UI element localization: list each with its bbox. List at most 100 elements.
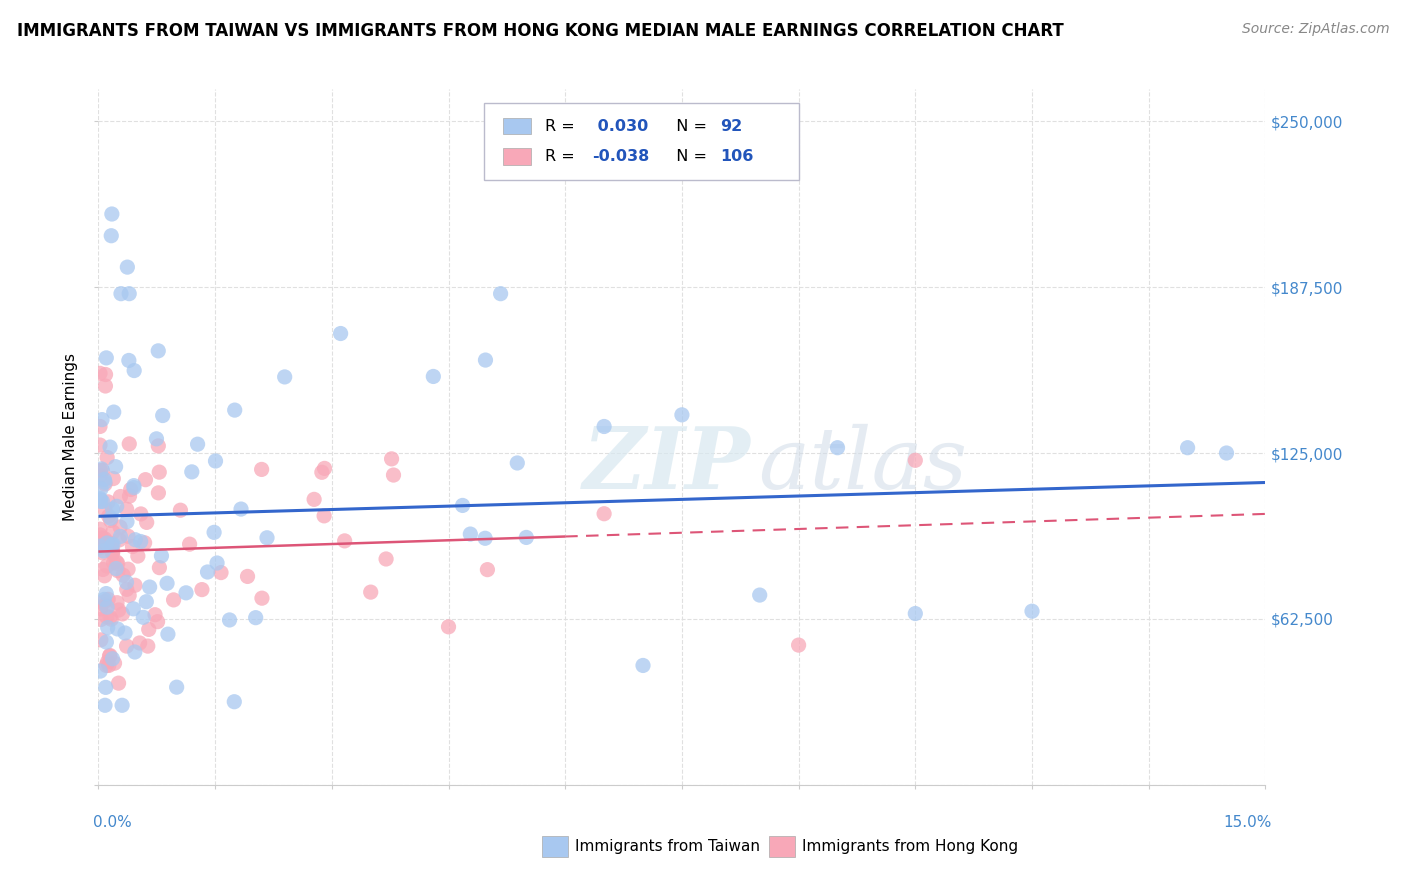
Point: [135, 516, 157, 530]
Point: [375, 552, 398, 566]
Point: [671, 408, 693, 422]
Point: [311, 465, 333, 479]
Point: [273, 370, 295, 384]
Point: [91, 494, 114, 508]
Point: [136, 639, 159, 653]
Point: [506, 456, 529, 470]
Point: [382, 468, 405, 483]
Point: [118, 489, 141, 503]
Point: [107, 603, 129, 617]
Point: [101, 538, 124, 552]
Point: [593, 419, 616, 434]
Point: [138, 580, 160, 594]
Point: [156, 627, 179, 641]
Point: [180, 465, 202, 479]
Point: [107, 676, 129, 690]
FancyBboxPatch shape: [769, 836, 796, 856]
Point: [224, 695, 246, 709]
Point: [100, 511, 122, 525]
Point: [91, 412, 114, 426]
Point: [118, 437, 141, 451]
Point: [236, 569, 259, 583]
Text: 0.0%: 0.0%: [93, 814, 131, 830]
Point: [89, 602, 111, 616]
Point: [202, 525, 225, 540]
Point: [91, 546, 114, 560]
Point: [489, 286, 512, 301]
Point: [205, 556, 228, 570]
Point: [90, 482, 112, 496]
Point: [101, 546, 124, 560]
Point: [256, 531, 278, 545]
Point: [451, 499, 474, 513]
Point: [250, 462, 273, 476]
Point: [89, 528, 111, 542]
Point: [96, 658, 118, 673]
Point: [474, 353, 496, 368]
Text: 0.030: 0.030: [592, 119, 648, 134]
Point: [150, 549, 173, 563]
Point: [89, 541, 111, 555]
Point: [209, 566, 232, 580]
Point: [96, 450, 118, 465]
Point: [179, 537, 201, 551]
Point: [437, 620, 460, 634]
Text: IMMIGRANTS FROM TAIWAN VS IMMIGRANTS FROM HONG KONG MEDIAN MALE EARNINGS CORRELA: IMMIGRANTS FROM TAIWAN VS IMMIGRANTS FRO…: [17, 22, 1063, 40]
Point: [96, 600, 118, 615]
Point: [98, 648, 121, 663]
Point: [93, 599, 115, 613]
FancyBboxPatch shape: [503, 118, 531, 135]
Point: [152, 409, 174, 423]
Point: [143, 607, 166, 622]
Point: [115, 515, 138, 529]
FancyBboxPatch shape: [541, 836, 568, 856]
Point: [302, 492, 325, 507]
Point: [112, 568, 135, 582]
Text: R =: R =: [546, 149, 581, 164]
Point: [460, 527, 482, 541]
Point: [89, 438, 111, 452]
Point: [96, 536, 118, 550]
Point: [122, 478, 145, 492]
Point: [93, 532, 115, 546]
Y-axis label: Median Male Earnings: Median Male Earnings: [63, 353, 79, 521]
Point: [197, 565, 219, 579]
Point: [94, 681, 117, 695]
Point: [204, 454, 226, 468]
Point: [93, 544, 115, 558]
Text: Immigrants from Taiwan: Immigrants from Taiwan: [575, 838, 759, 854]
Point: [100, 513, 122, 527]
Point: [89, 492, 111, 507]
Point: [93, 472, 115, 486]
Point: [108, 533, 131, 547]
Point: [224, 403, 246, 417]
Point: [1021, 604, 1043, 618]
Point: [162, 593, 184, 607]
Point: [134, 473, 156, 487]
Point: [245, 610, 267, 624]
Point: [101, 207, 124, 221]
Point: [156, 576, 179, 591]
Point: [96, 586, 118, 600]
Point: [96, 558, 118, 573]
Point: [94, 477, 117, 491]
Point: [94, 698, 117, 713]
Point: [89, 522, 111, 536]
Point: [333, 533, 356, 548]
Point: [122, 363, 145, 377]
Point: [110, 529, 132, 543]
Text: N =: N =: [665, 119, 711, 134]
Point: [90, 462, 112, 476]
Point: [593, 507, 616, 521]
Point: [94, 368, 117, 382]
Point: [117, 562, 139, 576]
Point: [103, 656, 125, 670]
Point: [101, 524, 124, 539]
Point: [96, 635, 118, 649]
Point: [100, 538, 122, 552]
Point: [97, 621, 120, 635]
Text: R =: R =: [546, 119, 581, 134]
Point: [94, 379, 117, 393]
Point: [89, 468, 111, 483]
Point: [96, 536, 118, 550]
